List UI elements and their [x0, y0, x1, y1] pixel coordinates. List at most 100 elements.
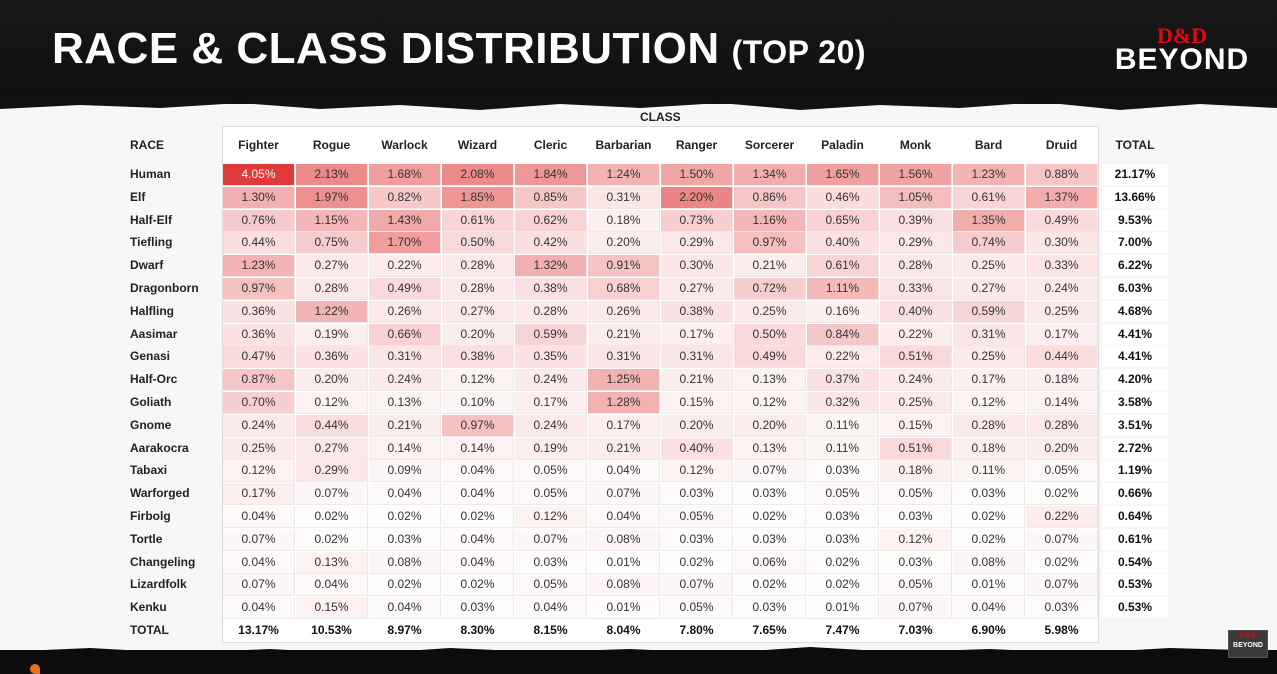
heatmap-cell: 0.28%	[442, 278, 514, 300]
row-total: 1.19%	[1102, 460, 1168, 482]
heatmap-cell: 0.27%	[661, 278, 733, 300]
heatmap-cell: 0.97%	[734, 232, 806, 255]
heatmap-cell: 0.25%	[734, 300, 806, 323]
row-total: 0.66%	[1102, 483, 1168, 505]
heatmap-cell: 0.28%	[953, 414, 1025, 437]
heatmap-cell: 0.91%	[588, 255, 660, 278]
heatmap-cell: 0.22%	[880, 323, 952, 346]
heatmap-cell: 0.24%	[515, 414, 587, 437]
heatmap-cell: 0.25%	[223, 437, 295, 460]
heatmap-cell: 0.18%	[588, 209, 660, 232]
row-total: 0.64%	[1102, 506, 1168, 527]
heatmap-cell: 0.49%	[369, 278, 441, 300]
heatmap-cell: 0.01%	[953, 574, 1025, 597]
heatmap-cell: 0.12%	[734, 392, 806, 414]
heatmap-cell: 0.49%	[1026, 209, 1098, 232]
heatmap-cell: 0.05%	[661, 597, 733, 620]
heatmap-cell: 1.37%	[1026, 186, 1098, 209]
heatmap-cell: 0.38%	[515, 278, 587, 300]
heatmap-cell: 0.02%	[1026, 483, 1098, 506]
heatmap-cell: 0.02%	[807, 551, 879, 574]
heatmap-cell: 1.50%	[661, 164, 733, 186]
heatmap-cell: 0.97%	[223, 278, 295, 300]
heatmap-cell: 0.02%	[953, 506, 1025, 528]
heatmap-cell: 0.17%	[515, 392, 587, 414]
heatmap-cell: 0.07%	[296, 483, 368, 506]
heatmap-cell: 1.56%	[880, 164, 952, 186]
class-axis-label: CLASS	[640, 110, 681, 124]
heatmap-cell: 0.31%	[369, 346, 441, 369]
heatmap-cell: 0.22%	[1026, 506, 1098, 528]
heatmap-cell: 0.31%	[588, 346, 660, 369]
column-total: 7.03%	[898, 623, 933, 637]
heatmap-cell: 0.04%	[442, 528, 514, 551]
heatmap-cell: 0.04%	[223, 597, 295, 620]
heatmap-cell: 0.20%	[588, 232, 660, 255]
heatmap-cell: 0.62%	[515, 209, 587, 232]
row-total: 6.03%	[1102, 278, 1168, 299]
heatmap-cell: 0.04%	[515, 597, 587, 620]
heatmap-cell: 0.12%	[953, 392, 1025, 414]
class-header-monk: Monk	[899, 138, 932, 152]
heatmap-cell: 0.28%	[880, 255, 952, 278]
heatmap-cell: 0.59%	[953, 300, 1025, 323]
heatmap-cell: 0.01%	[588, 597, 660, 620]
heatmap-cell: 0.51%	[880, 437, 952, 460]
heatmap-cell: 0.27%	[296, 255, 368, 278]
heatmap-cell: 1.97%	[296, 186, 368, 209]
heatmap-cell: 0.85%	[515, 186, 587, 209]
heatmap-cell: 0.13%	[734, 369, 806, 392]
column-total: 10.53%	[311, 623, 352, 637]
heatmap-cell: 0.22%	[369, 255, 441, 278]
heatmap-cell: 1.32%	[515, 255, 587, 278]
heatmap-cell: 0.04%	[442, 483, 514, 506]
race-label-tortle: Tortle	[130, 531, 163, 546]
heatmap-cell: 0.73%	[661, 209, 733, 232]
heatmap-cell: 1.70%	[369, 232, 441, 255]
heatmap-cell: 0.05%	[661, 506, 733, 528]
heatmap-cell: 0.49%	[734, 346, 806, 369]
heatmap-cell: 0.61%	[442, 209, 514, 232]
heatmap-cell: 0.27%	[442, 300, 514, 323]
heatmap-cell: 4.05%	[223, 164, 295, 186]
heatmap-cell: 0.05%	[880, 483, 952, 506]
page-title: RACE & CLASS DISTRIBUTION (TOP 20)	[52, 24, 866, 74]
heatmap-cell: 0.33%	[880, 278, 952, 300]
heatmap-cell: 0.03%	[442, 597, 514, 620]
heatmap-cell: 0.17%	[1026, 323, 1098, 346]
heatmap-cell: 0.02%	[369, 506, 441, 528]
row-total: 0.53%	[1102, 597, 1168, 619]
corner-logo-beyond: BEYOND	[1233, 642, 1263, 649]
heatmap-cell: 0.03%	[661, 483, 733, 506]
heatmap-cell: 0.02%	[296, 528, 368, 551]
heatmap-cell: 0.03%	[807, 506, 879, 528]
row-total: 0.61%	[1102, 528, 1168, 550]
race-label-halfling: Halfling	[130, 303, 174, 318]
heatmap-cell: 0.32%	[807, 392, 879, 414]
heatmap-cell: 0.33%	[1026, 255, 1098, 278]
row-total: 0.53%	[1102, 574, 1168, 596]
heatmap-cell: 0.20%	[661, 414, 733, 437]
race-label-half-elf: Half-Elf	[130, 212, 172, 227]
heatmap-cell: 0.02%	[953, 528, 1025, 551]
heatmap-cell: 0.16%	[807, 300, 879, 323]
heatmap-cell: 0.04%	[223, 551, 295, 574]
heatmap-cell: 0.20%	[296, 369, 368, 392]
heatmap-cell: 0.11%	[807, 414, 879, 437]
heatmap-cell: 0.20%	[442, 323, 514, 346]
heatmap-cell: 0.38%	[661, 300, 733, 323]
heatmap-cell: 0.07%	[588, 483, 660, 506]
logo-dd: D&D	[1156, 23, 1208, 48]
header-bar: RACE & CLASS DISTRIBUTION (TOP 20) D&D BE…	[0, 0, 1277, 110]
heatmap-cell: 0.15%	[296, 597, 368, 620]
heatmap-cell: 0.24%	[880, 369, 952, 392]
heatmap-cell: 0.65%	[807, 209, 879, 232]
row-total: 3.58%	[1102, 392, 1168, 413]
race-label-genasi: Genasi	[130, 349, 171, 364]
heatmap-cell: 0.36%	[296, 346, 368, 369]
heatmap-cell: 0.25%	[1026, 300, 1098, 323]
total-column-header: TOTAL	[1115, 138, 1155, 152]
heatmap-cell: 0.03%	[515, 551, 587, 574]
heatmap-cell: 0.31%	[588, 186, 660, 209]
class-header-ranger: Ranger	[675, 138, 718, 152]
